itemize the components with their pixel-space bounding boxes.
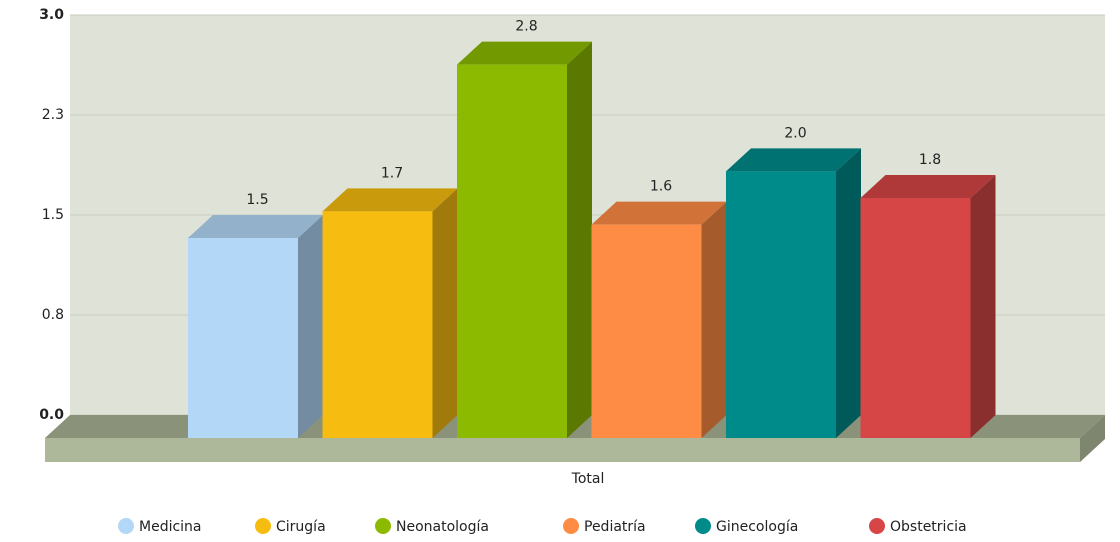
bar-top — [457, 41, 592, 65]
legend-label: Pediatría — [584, 519, 646, 535]
bar — [188, 238, 298, 438]
bar-side — [970, 175, 996, 438]
y-tick-label: 1.5 — [42, 207, 64, 223]
legend-marker — [118, 518, 134, 534]
y-tick-label: 0.8 — [42, 307, 64, 323]
value-label: 1.6 — [650, 179, 672, 195]
bar-top — [591, 201, 727, 225]
value-label: 2.8 — [515, 19, 537, 35]
legend-marker — [375, 518, 391, 534]
y-tick-label: 2.3 — [42, 107, 64, 123]
legend-marker — [695, 518, 711, 534]
legend-label: Obstetricia — [890, 519, 967, 535]
legend-label: Medicina — [139, 519, 202, 535]
y-tick-label: 3.0 — [39, 7, 64, 23]
value-label: 1.5 — [246, 192, 268, 208]
bar — [457, 64, 567, 439]
legend-marker — [255, 518, 271, 534]
bar — [860, 198, 971, 438]
legend-marker — [563, 518, 579, 534]
value-label: 1.7 — [381, 165, 403, 181]
floor-side — [1080, 415, 1105, 462]
x-tick-label: Total — [571, 471, 605, 487]
legend-marker — [869, 518, 885, 534]
bar-side — [432, 188, 458, 438]
bar-side — [567, 41, 592, 439]
legend-label: Neonatología — [396, 519, 489, 535]
legend-label: Ginecología — [716, 519, 798, 535]
y-tick-label: 0.0 — [39, 407, 64, 423]
bar-top — [322, 188, 458, 212]
bar-top — [188, 215, 323, 238]
legend-label: Cirugía — [276, 519, 326, 535]
value-label: 2.0 — [784, 125, 806, 141]
value-label: 1.8 — [919, 152, 941, 168]
bar-side — [836, 148, 861, 439]
bar — [726, 171, 836, 439]
bar-top — [726, 148, 861, 172]
bar-side — [701, 201, 727, 438]
bar — [591, 224, 702, 438]
floor-front — [45, 438, 1080, 462]
bar — [322, 211, 433, 438]
bar-top — [860, 175, 996, 198]
bar-side — [298, 215, 323, 438]
